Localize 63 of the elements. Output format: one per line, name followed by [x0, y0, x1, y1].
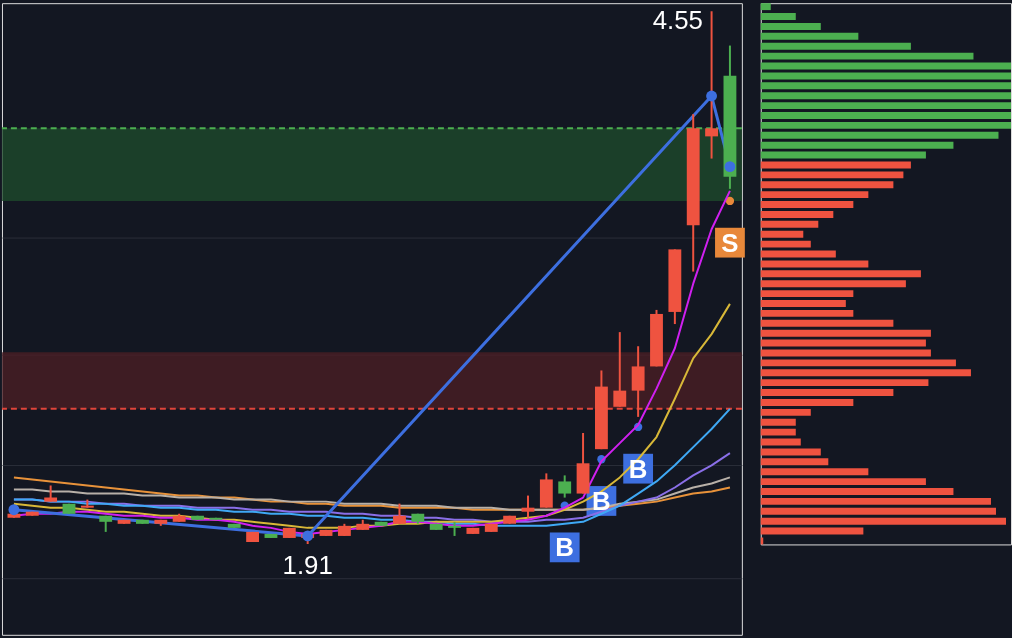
- bar: [760, 32, 859, 40]
- bar: [760, 329, 931, 337]
- bar: [760, 52, 974, 60]
- bar: [760, 171, 904, 179]
- bar: [760, 527, 864, 535]
- candlestick: [393, 502, 406, 525]
- bar: [760, 468, 869, 476]
- bar: [760, 428, 796, 436]
- bar: [760, 181, 894, 189]
- bar: [760, 458, 829, 466]
- bar: [760, 369, 971, 377]
- bar: [760, 398, 854, 406]
- bar: [760, 112, 1012, 119]
- bar: [760, 507, 996, 515]
- bar: [760, 230, 804, 238]
- point: [725, 196, 735, 206]
- bar: [760, 478, 926, 486]
- candlestick: [613, 331, 627, 408]
- bar: [760, 280, 906, 288]
- bar: [760, 131, 999, 139]
- bar: [760, 408, 811, 416]
- bar: [760, 210, 834, 218]
- candlestick: [558, 474, 572, 499]
- bar: [760, 72, 1012, 80]
- bar: [760, 13, 796, 21]
- point: [8, 504, 20, 516]
- bar: [760, 270, 921, 278]
- bar: [760, 418, 796, 426]
- data-label: B: [628, 454, 648, 483]
- data-label: S: [721, 228, 739, 257]
- bar: [760, 309, 854, 317]
- data-label: B: [555, 533, 575, 562]
- bar: [760, 379, 929, 387]
- annotation: 4.55: [652, 6, 703, 35]
- bar: [760, 121, 1012, 129]
- bar: [760, 82, 1012, 90]
- bar: [760, 201, 854, 209]
- bar: [760, 141, 954, 149]
- bar: [760, 448, 821, 456]
- bar: [760, 240, 811, 248]
- bar: [760, 151, 926, 159]
- bar: [760, 42, 911, 50]
- bar: [760, 191, 869, 199]
- bar: [760, 92, 1012, 100]
- candlestick: [521, 494, 535, 519]
- bar: [760, 300, 846, 307]
- bar: [760, 339, 926, 347]
- bar: [760, 260, 869, 268]
- bar: [760, 488, 954, 495]
- bar: [760, 290, 854, 298]
- bar: [760, 102, 1012, 110]
- point: [302, 530, 314, 542]
- bar: [760, 497, 991, 505]
- point: [724, 161, 736, 173]
- bar: [760, 517, 1006, 525]
- point: [706, 90, 718, 102]
- bar: [760, 3, 771, 11]
- bar: [760, 389, 894, 397]
- bar: [760, 319, 894, 327]
- bar: [760, 359, 956, 367]
- bar: [760, 220, 819, 228]
- bar: [760, 22, 821, 30]
- annotation: 1.91: [282, 550, 333, 579]
